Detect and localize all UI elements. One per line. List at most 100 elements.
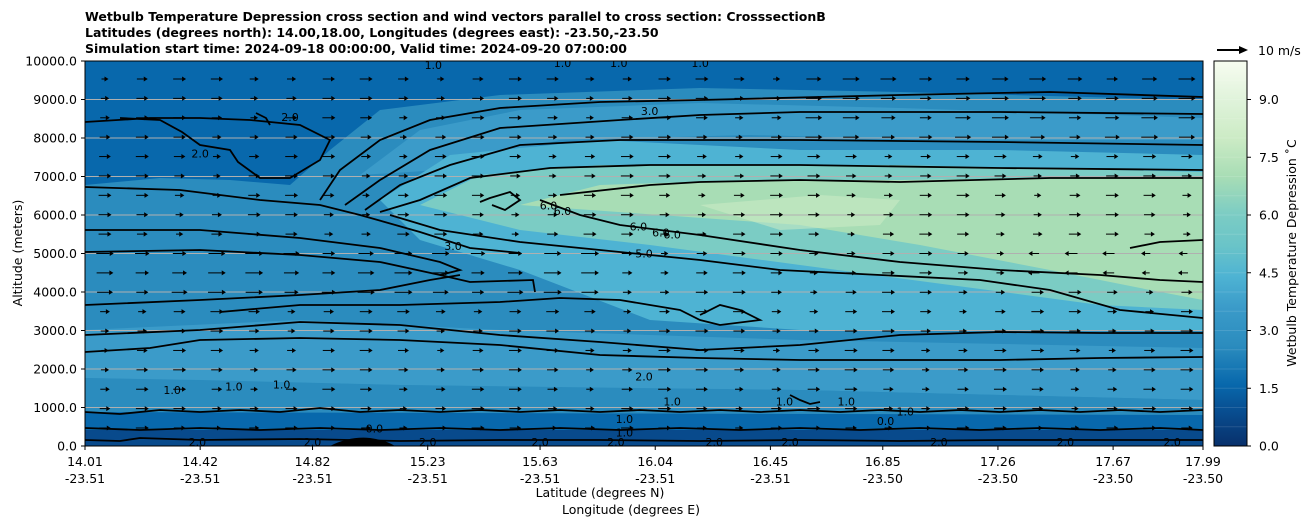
wind-vector [471, 192, 485, 198]
wind-vector [473, 328, 483, 334]
wind-vector [210, 347, 224, 353]
wind-vector [286, 76, 297, 82]
wind-vector [548, 425, 557, 431]
quiver-key-label: 10 m/s [1258, 43, 1301, 58]
contour-line-20 [85, 437, 1203, 442]
title-line-2: Latitudes (degrees north): 14.00,18.00, … [85, 25, 659, 40]
wind-vector [250, 115, 259, 121]
wind-vector [98, 231, 112, 237]
x-tick-label-lon: -23.50 [863, 471, 903, 486]
wind-vector [509, 309, 522, 315]
wind-vector [212, 192, 222, 198]
contour-line-22 [789, 394, 821, 405]
wind-vector [173, 309, 186, 315]
wind-vector [1108, 367, 1117, 373]
contour-label: 1.0 [610, 57, 628, 70]
x-tick-label-lon: -23.50 [978, 471, 1018, 486]
wind-vector [1033, 231, 1043, 237]
wind-vector [509, 154, 522, 160]
colorbar-label: Wetbulb Temperature Depression ˚C [1284, 139, 1299, 367]
wind-vector [659, 212, 670, 218]
wind-vector [548, 154, 557, 160]
y-tick-label: 3000.0 [33, 323, 77, 338]
wind-vector [357, 289, 375, 295]
wind-vector [809, 270, 818, 276]
wind-vector [432, 270, 450, 276]
wind-vector [732, 251, 746, 256]
wind-vector [471, 406, 485, 412]
wind-vector [508, 367, 522, 373]
wind-vector [1106, 154, 1119, 160]
contour-line-3 [85, 229, 463, 276]
wind-vector [733, 212, 746, 218]
wind-vector [1070, 425, 1080, 431]
wind-vector [285, 425, 298, 431]
wind-vector [882, 251, 895, 256]
wind-vector [1102, 270, 1115, 276]
wind-vector [472, 95, 485, 101]
wind-vector [993, 386, 1007, 392]
wind-vector [508, 347, 522, 353]
wind-vector [1029, 95, 1046, 101]
wind-vector [919, 270, 933, 276]
wind-vector [394, 270, 413, 276]
wind-vector [919, 212, 933, 218]
wind-vector [397, 328, 410, 334]
wind-vector [249, 347, 259, 353]
wind-vector [361, 173, 371, 179]
wind-vector [1105, 231, 1119, 237]
wind-vector [321, 289, 336, 295]
wind-vector [322, 406, 336, 412]
wind-vector [135, 270, 149, 276]
wind-vector [770, 173, 783, 179]
wind-vector [436, 95, 446, 101]
wind-vector [658, 386, 672, 392]
wind-vector [285, 154, 298, 160]
wind-vector [771, 134, 783, 140]
x-tick-label-lon: -23.51 [750, 471, 790, 486]
wind-vector [285, 386, 298, 392]
wind-vector [136, 231, 148, 237]
wind-vector [735, 134, 743, 140]
wind-vector [1106, 173, 1119, 179]
wind-vector [808, 212, 820, 218]
wind-vector [1068, 95, 1082, 101]
wind-vector [101, 76, 109, 82]
wind-vector [880, 76, 897, 82]
wind-vector [248, 309, 260, 315]
wind-vector [136, 386, 149, 392]
wind-vector [658, 347, 671, 353]
wind-vector [174, 192, 185, 198]
wind-vector [1106, 76, 1119, 82]
wind-vector [471, 154, 485, 160]
wind-vector [1064, 251, 1078, 256]
wind-vector [882, 270, 895, 276]
grid-lines [85, 99, 1203, 408]
wind-vector [1141, 251, 1151, 256]
wind-vector [883, 406, 894, 412]
contour-line-2 [85, 186, 521, 254]
contour-label: 1.0 [616, 413, 634, 426]
wind-vector [697, 212, 707, 218]
wind-vector [621, 406, 634, 412]
wind-vector [284, 289, 299, 295]
wind-vector [884, 154, 893, 160]
wind-vector [100, 309, 110, 315]
wind-vector [622, 347, 632, 353]
field-region-low-mid [85, 378, 1203, 415]
wind-vector [957, 406, 970, 412]
wind-vector [696, 386, 708, 392]
wind-vector [1102, 251, 1115, 256]
wind-vector [1031, 289, 1044, 295]
wind-vector [882, 347, 895, 353]
wind-vector [958, 289, 968, 295]
wind-vector [919, 134, 933, 140]
wind-vector [250, 95, 259, 101]
wind-vector [287, 328, 296, 334]
wind-vector [919, 289, 932, 295]
wind-vector [658, 425, 671, 431]
contour-label: 2.0 [191, 147, 209, 160]
wind-vector [957, 367, 969, 373]
wind-vector [173, 154, 186, 160]
wind-vector [136, 289, 149, 295]
